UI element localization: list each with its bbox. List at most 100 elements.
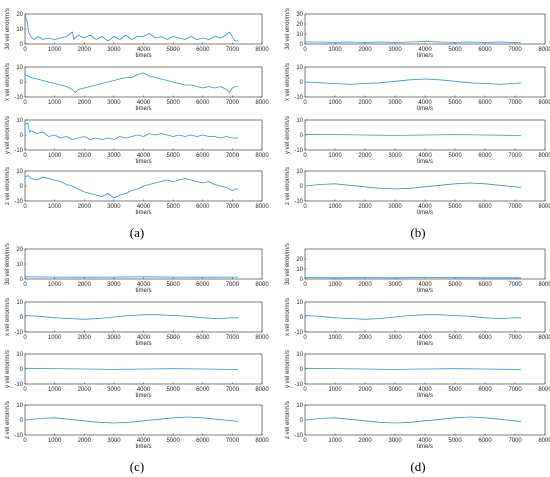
x-tick-label: 7000 (226, 100, 240, 106)
panel-label-c: (c) (130, 459, 144, 474)
y-tick-label: 10 (296, 32, 303, 38)
x-tick-label: 8000 (538, 100, 550, 106)
y-tick-label: -10 (294, 382, 303, 388)
x-tick-label: 5000 (166, 204, 180, 210)
y-tick-label: -10 (294, 433, 303, 439)
x-tick-label: 8000 (255, 282, 269, 288)
y-tick-label: 0 (20, 42, 24, 48)
x-tick-label: 8000 (538, 438, 550, 444)
x-axis-label: time/s (417, 210, 433, 216)
x-tick-label: 3000 (107, 387, 121, 393)
y-axis-label: y vel error/m/s (5, 350, 11, 388)
x-tick-label: 4000 (418, 335, 432, 341)
x-tick-label: 1000 (328, 100, 342, 106)
subplot-d-4: 010002000300040005000600070008000-10010t… (285, 401, 550, 450)
series-line (305, 41, 521, 43)
x-tick-label: 0 (303, 335, 307, 341)
y-axis-label: y vel error/m/s (5, 116, 11, 154)
y-tick-label: 10 (16, 352, 23, 358)
x-tick-label: 0 (303, 153, 307, 159)
y-tick-label: 0 (20, 418, 24, 424)
x-tick-label: 2000 (358, 204, 372, 210)
x-tick-label: 7000 (508, 282, 522, 288)
x-tick-label: 5000 (166, 438, 180, 444)
y-tick-label: 10 (296, 267, 303, 273)
x-tick-label: 1000 (328, 204, 342, 210)
y-tick-label: 10 (16, 403, 23, 409)
x-tick-label: 7000 (508, 204, 522, 210)
x-tick-label: 3000 (388, 438, 402, 444)
axes-frame (304, 248, 546, 280)
y-tick-label: -10 (14, 330, 23, 336)
x-axis-label: time/s (417, 106, 433, 112)
x-tick-label: 2000 (78, 438, 92, 444)
series-line (24, 13, 239, 42)
series-line (304, 133, 521, 136)
x-tick-label: 0 (23, 335, 27, 341)
x-tick-label: 0 (23, 438, 27, 444)
x-tick-label: 3000 (107, 438, 121, 444)
series-line (304, 367, 521, 370)
x-tick-label: 2000 (358, 100, 372, 106)
series-line (304, 182, 522, 190)
y-tick-label: 0 (300, 42, 304, 48)
subplot-c-4: 0 1000 2000 3000 4000 5000 6000 7000 8000-10010t… (5, 401, 269, 450)
x-tick-label: 7000 (226, 387, 240, 393)
y-tick-label: 10 (296, 65, 303, 71)
series-line (24, 416, 239, 424)
x-tick-label: 6000 (196, 282, 210, 288)
y-tick-label: -10 (14, 95, 23, 101)
axes-frame (304, 301, 546, 333)
y-tick-label: 0 (20, 133, 24, 139)
x-tick-label: 6000 (478, 47, 492, 53)
y-axis-label: 3d vel error/m/s (285, 8, 291, 50)
x-tick-label: 5000 (448, 335, 462, 341)
subplot-d-3: 010002000300040005000600070008000-10010t… (285, 350, 550, 399)
y-tick-label: 10 (16, 262, 23, 268)
x-tick-label: 1000 (48, 335, 62, 341)
x-tick-label: 3000 (388, 282, 402, 288)
x-tick-label: 2000 (78, 335, 92, 341)
x-axis-label: time/s (135, 159, 151, 165)
y-axis-label: y vel error/m/s (285, 116, 291, 154)
y-axis-label: 3d vel error/m/s (285, 243, 291, 285)
x-tick-label: 1000 (48, 438, 62, 444)
x-tick-label: 6000 (196, 153, 210, 159)
x-tick-label: 8000 (255, 387, 269, 393)
x-tick-label: 7000 (508, 47, 522, 53)
x-tick-label: 6000 (196, 438, 210, 444)
y-tick-label: 20 (296, 257, 303, 263)
x-tick-label: 2000 (78, 153, 92, 159)
x-axis-label: time/s (417, 341, 433, 347)
y-axis-label: z vel error/m/s (5, 401, 11, 439)
x-tick-label: 2000 (78, 100, 92, 106)
x-tick-label: 3000 (107, 282, 121, 288)
x-tick-label: 8000 (255, 47, 269, 53)
x-tick-label: 1000 (328, 153, 342, 159)
axes-frame (24, 248, 263, 280)
y-axis-label: x vel error/m/s (5, 298, 11, 336)
x-tick-label: 8000 (255, 335, 269, 341)
y-tick-label: 10 (16, 27, 23, 33)
x-tick-label: 7000 (226, 282, 240, 288)
x-tick-label: 8000 (255, 438, 269, 444)
x-tick-label: 4000 (418, 282, 432, 288)
axes-frame (24, 13, 263, 45)
series-line (24, 314, 239, 320)
x-axis-label: time/s (135, 393, 151, 399)
y-axis-label: 3d vel error/m/s (5, 243, 11, 285)
x-tick-label: 8000 (538, 387, 550, 393)
x-axis-label: time/s (417, 53, 433, 59)
x-axis-label: time/s (135, 53, 151, 59)
x-tick-label: 3000 (388, 335, 402, 341)
x-tick-label: 4000 (418, 438, 432, 444)
x-tick-label: 2000 (358, 438, 372, 444)
y-tick-label: 10 (296, 403, 303, 409)
y-tick-label: 20 (16, 12, 23, 18)
x-tick-label: 1000 (328, 282, 342, 288)
x-tick-label: 7000 (226, 153, 240, 159)
x-tick-label: 8000 (538, 47, 550, 53)
x-axis-label: time/s (417, 288, 433, 294)
y-axis-label: y vel error/m/s (285, 350, 291, 388)
